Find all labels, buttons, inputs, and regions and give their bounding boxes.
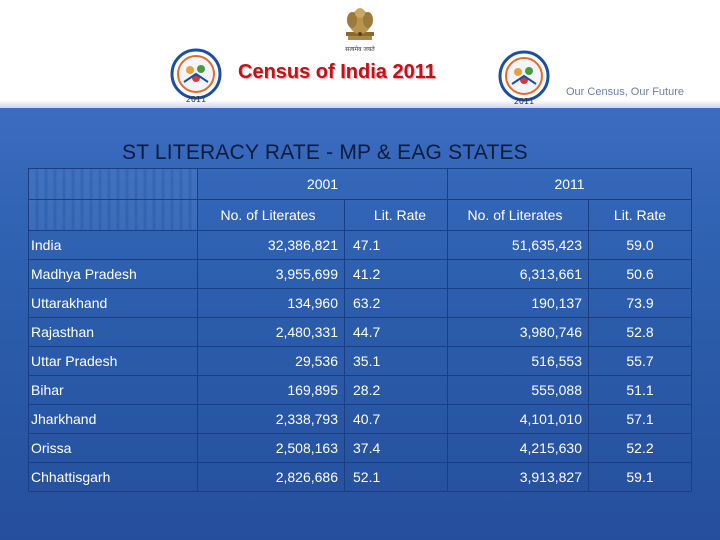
rate-2011-cell: 55.7	[588, 346, 692, 376]
census-title: Census of India 2011	[238, 61, 436, 83]
literates-2001-cell: 2,826,686	[197, 462, 345, 492]
rate-2011-cell: 59.0	[588, 230, 692, 260]
state-cell: Bihar	[28, 375, 198, 405]
state-cell: Uttarakhand	[28, 288, 198, 318]
state-cell: Orissa	[28, 433, 198, 463]
table-row: India 32,386,821 47.1 51,635,423 59.0	[28, 230, 692, 260]
literates-2011-cell: 3,913,827	[447, 462, 589, 492]
rate-2011-cell: 73.9	[588, 288, 692, 318]
table-row: Bihar 169,895 28.2 555,088 51.1	[28, 375, 692, 405]
rate-2001-cell: 63.2	[344, 288, 448, 318]
rate-2011-cell: 51.1	[588, 375, 692, 405]
table-row: Orissa 2,508,163 37.4 4,215,630 52.2	[28, 433, 692, 463]
rate-2001-cell: 28.2	[344, 375, 448, 405]
literates-2001-cell: 2,508,163	[197, 433, 345, 463]
state-cell: India	[28, 230, 198, 260]
year-2011-header: 2011	[447, 168, 692, 200]
literates-2001-cell: 3,955,699	[197, 259, 345, 289]
rate-2001-cell: 41.2	[344, 259, 448, 289]
literates-2011-cell: 4,215,630	[447, 433, 589, 463]
literates-2011-cell: 555,088	[447, 375, 589, 405]
rate-2001-cell: 40.7	[344, 404, 448, 434]
literates-2011-cell: 51,635,423	[447, 230, 589, 260]
census-tagline: Our Census, Our Future	[566, 86, 684, 98]
literates-2001-cell: 2,338,793	[197, 404, 345, 434]
table-row: Jharkhand 2,338,793 40.7 4,101,010 57.1	[28, 404, 692, 434]
slide-title: ST LITERACY RATE - MP & EAG STATES	[122, 141, 528, 164]
census-logo-right: 2011	[498, 50, 550, 106]
state-header-blank-2	[28, 199, 198, 231]
col-rate-2001: Lit. Rate	[344, 199, 448, 231]
col-rate-2011: Lit. Rate	[588, 199, 692, 231]
table-row: Chhattisgarh 2,826,686 52.1 3,913,827 59.1	[28, 462, 692, 492]
literates-2011-cell: 190,137	[447, 288, 589, 318]
literates-2001-cell: 29,536	[197, 346, 345, 376]
rate-2011-cell: 57.1	[588, 404, 692, 434]
literates-2011-cell: 6,313,661	[447, 259, 589, 289]
emblem-caption: सत्यमेव जयते	[345, 45, 375, 53]
col-literates-2011: No. of Literates	[447, 199, 589, 231]
rate-2001-cell: 52.1	[344, 462, 448, 492]
literates-2001-cell: 134,960	[197, 288, 345, 318]
rate-2001-cell: 37.4	[344, 433, 448, 463]
rate-2011-cell: 52.2	[588, 433, 692, 463]
rate-2001-cell: 35.1	[344, 346, 448, 376]
table-row: Uttar Pradesh 29,536 35.1 516,553 55.7	[28, 346, 692, 376]
census-logo-left: 2011	[170, 48, 222, 104]
state-header-blank	[28, 168, 198, 200]
rate-2001-cell: 47.1	[344, 230, 448, 260]
state-cell: Rajasthan	[28, 317, 198, 347]
literates-2001-cell: 2,480,331	[197, 317, 345, 347]
literacy-table: 2001 2011 No. of Literates Lit. Rate No.…	[28, 168, 692, 492]
column-header-row: No. of Literates Lit. Rate No. of Litera…	[28, 199, 692, 231]
rate-2011-cell: 50.6	[588, 259, 692, 289]
rate-2001-cell: 44.7	[344, 317, 448, 347]
year-2001-header: 2001	[197, 168, 448, 200]
logo-year-left: 2011	[186, 95, 206, 104]
logo-year-right: 2011	[514, 97, 534, 106]
literates-2001-cell: 32,386,821	[197, 230, 345, 260]
literates-2001-cell: 169,895	[197, 375, 345, 405]
header-divider	[0, 100, 720, 108]
table-row: Madhya Pradesh 3,955,699 41.2 6,313,661 50.6	[28, 259, 692, 289]
literates-2011-cell: 3,980,746	[447, 317, 589, 347]
table-row: Rajasthan 2,480,331 44.7 3,980,746 52.8	[28, 317, 692, 347]
state-cell: Uttar Pradesh	[28, 346, 198, 376]
rate-2011-cell: 59.1	[588, 462, 692, 492]
literates-2011-cell: 4,101,010	[447, 404, 589, 434]
rate-2011-cell: 52.8	[588, 317, 692, 347]
table-body: India 32,386,821 47.1 51,635,423 59.0 Madhya …	[28, 230, 692, 492]
state-cell: Jharkhand	[28, 404, 198, 434]
national-emblem-icon: सत्यमेव जयते	[345, 8, 375, 53]
year-header-row: 2001 2011	[28, 168, 692, 200]
table-row: Uttarakhand 134,960 63.2 190,137 73.9	[28, 288, 692, 318]
literates-2011-cell: 516,553	[447, 346, 589, 376]
state-cell: Madhya Pradesh	[28, 259, 198, 289]
state-cell: Chhattisgarh	[28, 462, 198, 492]
col-literates-2001: No. of Literates	[197, 199, 345, 231]
